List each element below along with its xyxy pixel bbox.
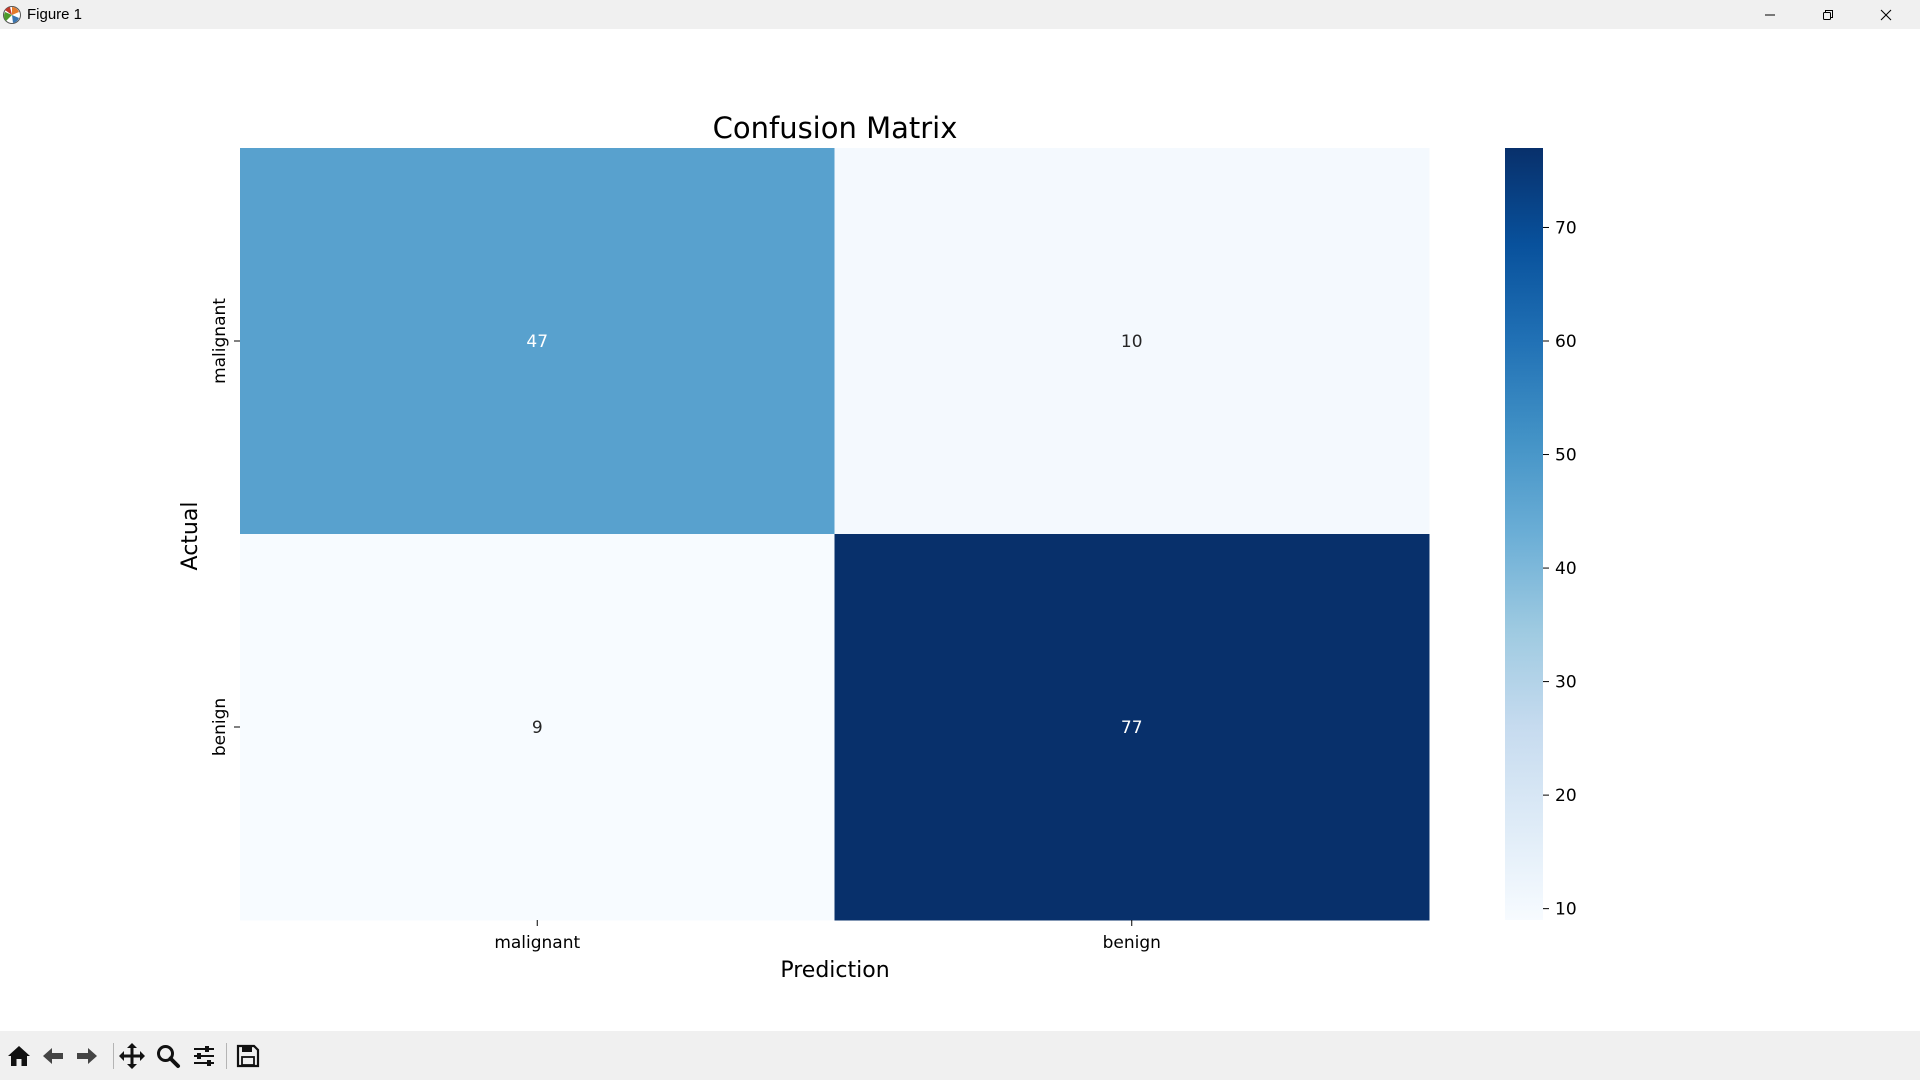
close-icon (1880, 9, 1892, 20)
x-tick-label: benign (1103, 933, 1161, 953)
back-button[interactable] (38, 1041, 68, 1071)
toolbar-separator (113, 1043, 114, 1069)
heatmap-cell-labels: 47 10 9 77 (526, 332, 1142, 738)
colorbar-tick-label: 10 (1555, 900, 1577, 920)
colorbar-tick-label: 70 (1555, 218, 1577, 238)
colorbar-tick-label: 60 (1555, 332, 1577, 352)
cell-value-label: 77 (1121, 718, 1143, 738)
pan-button[interactable] (117, 1041, 147, 1071)
zoom-button[interactable] (153, 1041, 183, 1071)
cell-value-label: 47 (526, 332, 548, 352)
minimize-button[interactable] (1741, 0, 1799, 29)
forward-button[interactable] (72, 1041, 102, 1071)
restore-button[interactable] (1799, 0, 1857, 29)
colorbar-tick-label: 40 (1555, 559, 1577, 579)
configure-icon (194, 1046, 214, 1066)
x-tick-label: malignant (494, 933, 580, 953)
configure-subplots-button[interactable] (189, 1041, 219, 1071)
close-button[interactable] (1857, 0, 1915, 29)
x-axis-ticks: malignant benign (494, 920, 1161, 953)
y-axis-ticks: malignant benign (210, 298, 240, 756)
matplotlib-logo-icon (3, 6, 21, 24)
colorbar-tick-label: 20 (1555, 786, 1577, 806)
navigation-toolbar (0, 1031, 1920, 1080)
heatmap-cell (834, 534, 1430, 921)
chart-title: Confusion Matrix (713, 111, 958, 145)
x-axis-label: Prediction (780, 958, 889, 983)
home-button[interactable] (4, 1041, 34, 1071)
back-icon (43, 1048, 63, 1064)
heatmap-cell (834, 148, 1430, 535)
confusion-matrix-chart: Confusion Matrix 47 10 9 77 malignant benign… (178, 111, 1577, 983)
colorbar-tick-label: 30 (1555, 673, 1577, 693)
zoom-icon (157, 1045, 180, 1068)
minimize-icon (1765, 14, 1775, 15)
save-icon (236, 1044, 260, 1068)
forward-icon (77, 1048, 97, 1064)
y-tick-label: benign (210, 698, 230, 756)
toolbar-separator (226, 1043, 227, 1069)
window-title: Figure 1 (27, 6, 83, 23)
pan-icon (119, 1043, 145, 1069)
cell-value-label: 9 (532, 718, 543, 738)
heatmap-cell (240, 148, 835, 535)
restore-icon (1823, 9, 1833, 20)
figure-canvas: Confusion Matrix 47 10 9 77 malignant benign… (0, 29, 1920, 1031)
y-tick-label: malignant (210, 298, 230, 384)
colorbar (1505, 148, 1543, 920)
window-titlebar: Figure 1 (0, 0, 1920, 29)
colorbar-tick-label: 50 (1555, 446, 1577, 466)
cell-value-label: 10 (1121, 332, 1143, 352)
heatmap-cells (240, 148, 1430, 921)
colorbar-ticks: 10 20 30 40 50 60 70 (1543, 218, 1577, 920)
home-icon (8, 1046, 30, 1066)
heatmap-cell (240, 534, 835, 921)
save-button[interactable] (233, 1041, 263, 1071)
y-axis-label: Actual (178, 502, 203, 571)
